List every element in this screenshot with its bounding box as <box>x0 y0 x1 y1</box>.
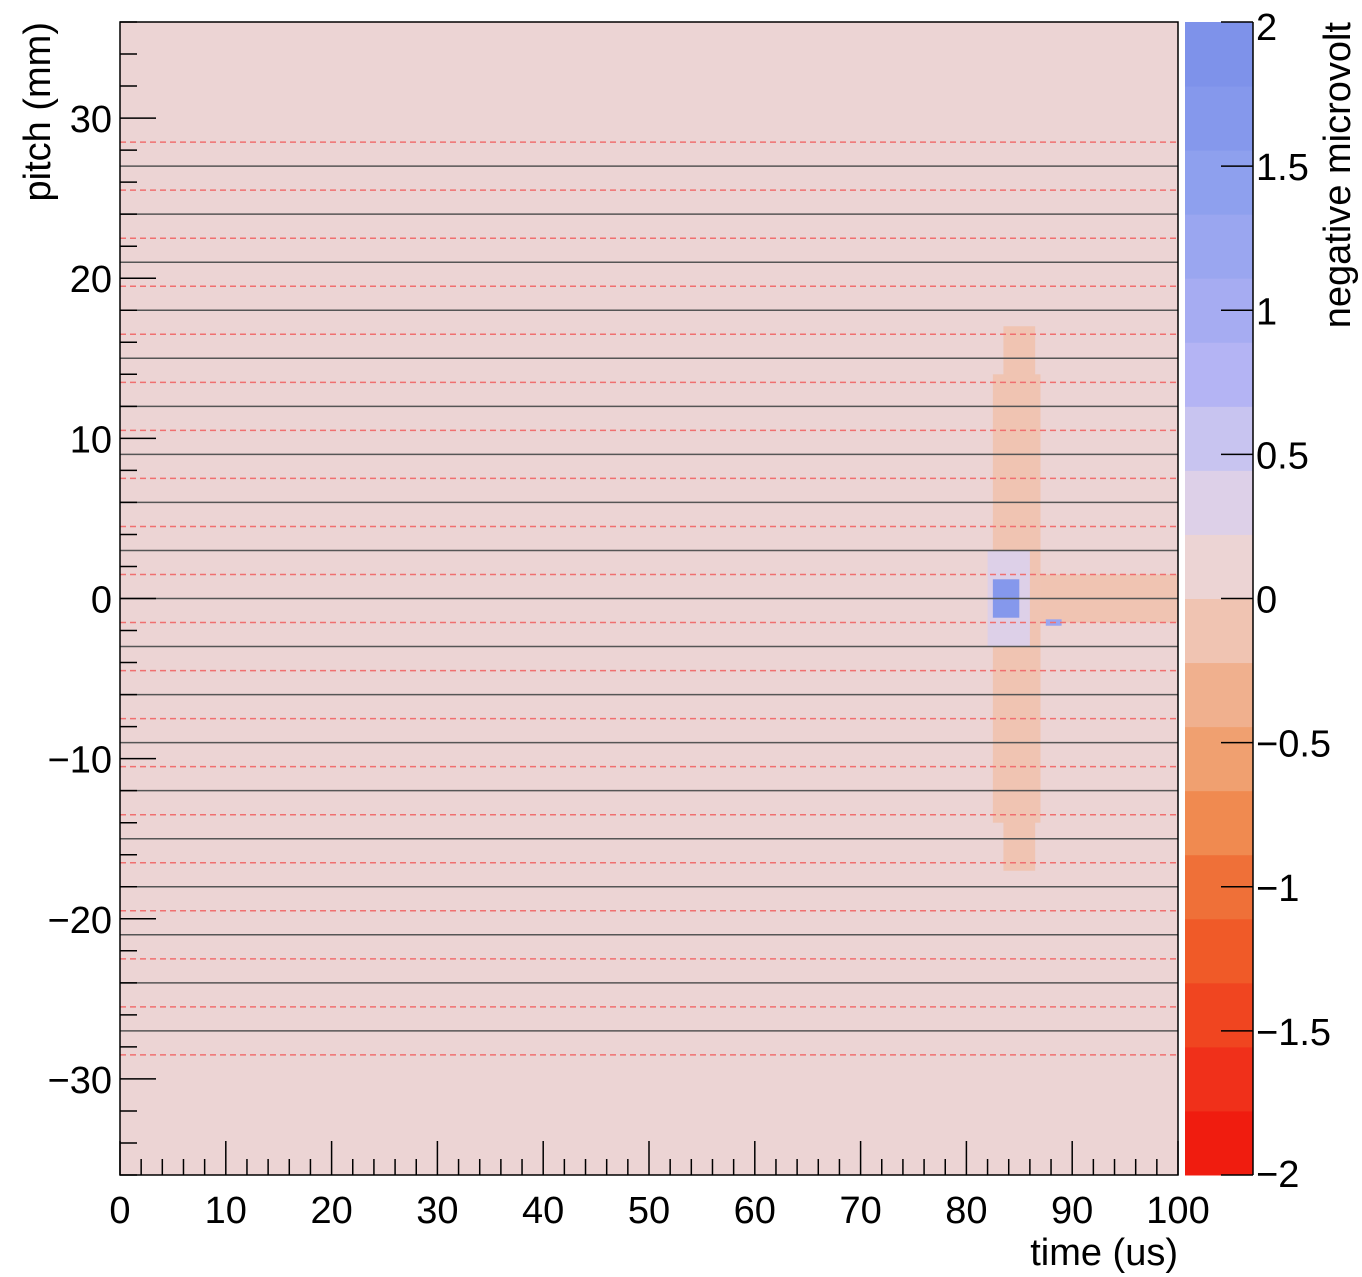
x-tick-label: 60 <box>734 1190 776 1232</box>
palette-swatch <box>1185 1046 1253 1112</box>
x-tick-label: 70 <box>839 1190 881 1232</box>
palette-swatch <box>1185 982 1253 1048</box>
x-tick-label: 0 <box>109 1190 130 1232</box>
x-axis-label: time (us) <box>1030 1232 1178 1274</box>
palette-swatch <box>1185 406 1253 471</box>
y-tick-label: −10 <box>48 740 112 782</box>
z-tick-label: −1.5 <box>1256 1012 1331 1054</box>
palette-swatch <box>1185 342 1253 407</box>
color-palette <box>1185 22 1253 1176</box>
wire-lines <box>120 141 1178 1056</box>
y-tick-label: 0 <box>91 580 112 622</box>
x-tick-label: 90 <box>1051 1190 1093 1232</box>
palette-swatch <box>1185 598 1253 664</box>
y-tick-label: 20 <box>70 259 112 301</box>
z-tick-label: 1 <box>1256 291 1277 333</box>
palette-swatch <box>1185 918 1253 984</box>
z-tick-label: −0.5 <box>1256 724 1331 766</box>
x-tick-label: 30 <box>416 1190 458 1232</box>
palette-swatch <box>1185 662 1253 728</box>
x-axis: 0 10 20 30 40 50 60 70 80 90 100 <box>109 1141 1210 1232</box>
z-tick-label: 2 <box>1256 7 1277 49</box>
z-axis-label: negative microvolt <box>1317 22 1359 329</box>
x-tick-label: 10 <box>205 1190 247 1232</box>
palette-swatch <box>1185 86 1253 151</box>
palette-swatch <box>1185 726 1253 792</box>
palette-swatch <box>1185 214 1253 279</box>
z-axis: −2 −1.5 −1 −0.5 0 0.5 1 1.5 2 <box>1221 7 1331 1196</box>
y-tick-label: 10 <box>70 419 112 461</box>
y-tick-label: −30 <box>48 1060 112 1102</box>
x-tick-label: 40 <box>522 1190 564 1232</box>
z-tick-label: −1 <box>1256 868 1299 910</box>
x-tick-label: 20 <box>310 1190 352 1232</box>
palette-swatch <box>1185 470 1253 535</box>
x-tick-label: 100 <box>1146 1190 1209 1232</box>
palette-swatch <box>1185 22 1253 87</box>
z-tick-label: 1.5 <box>1256 147 1309 189</box>
palette-swatch <box>1185 534 1253 599</box>
z-tick-label: 0.5 <box>1256 435 1309 477</box>
y-axis-label: pitch (mm) <box>17 22 59 201</box>
y-tick-label: 30 <box>70 99 112 141</box>
y-tick-label: −20 <box>48 900 112 942</box>
z-tick-label: 0 <box>1256 580 1277 622</box>
x-tick-label: 80 <box>945 1190 987 1232</box>
palette-swatch <box>1185 1110 1253 1176</box>
palette-swatch <box>1185 150 1253 215</box>
palette-swatch <box>1185 790 1253 856</box>
x-tick-label: 50 <box>628 1190 670 1232</box>
y-axis: −30 −20 −10 0 10 20 30 <box>48 21 156 1176</box>
z-tick-label: −2 <box>1256 1154 1299 1196</box>
